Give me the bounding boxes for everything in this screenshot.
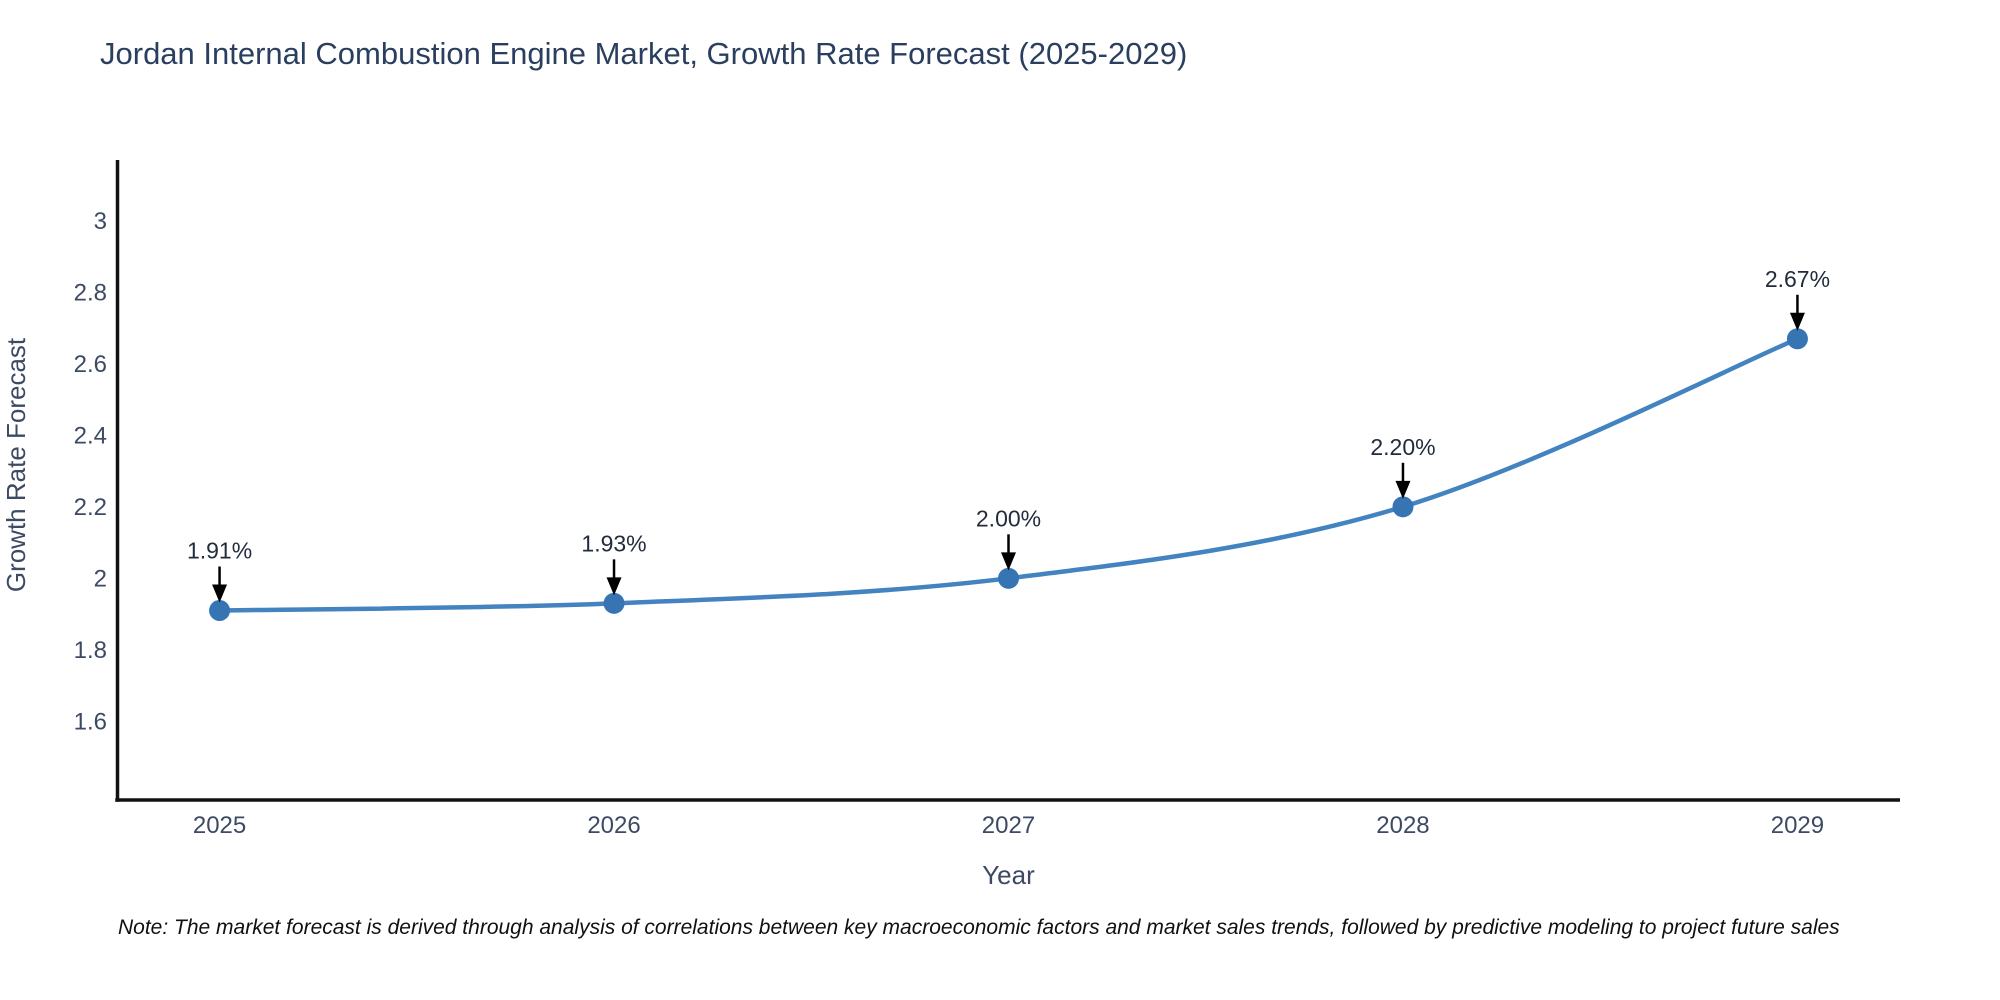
y-tick-label: 2.4	[74, 422, 107, 449]
x-tick-label: 2025	[193, 812, 246, 839]
x-tick-label: 2027	[982, 812, 1035, 839]
y-tick-label: 3	[94, 208, 107, 235]
annotation-arrowhead-icon	[1001, 552, 1016, 571]
x-tick-label: 2026	[587, 812, 640, 839]
data-point-label: 1.91%	[187, 538, 252, 564]
y-tick-label: 2	[94, 565, 107, 592]
y-axis-title: Growth Rate Forecast	[1, 337, 31, 592]
data-point-marker	[1392, 496, 1414, 518]
data-point-marker	[603, 592, 625, 614]
x-tick-label: 2028	[1376, 812, 1429, 839]
annotation-arrowhead-icon	[1789, 312, 1805, 331]
chart-title: Jordan Internal Combustion Engine Market…	[100, 36, 1188, 71]
data-point-marker	[209, 600, 231, 622]
chart-footnote: Note: The market forecast is derived thr…	[118, 916, 1840, 939]
y-tick-label: 2.2	[74, 494, 107, 521]
data-point-marker	[998, 567, 1019, 589]
y-tick-label: 2.6	[74, 351, 107, 378]
annotation-arrowhead-icon	[1395, 480, 1411, 499]
annotation-arrowhead-icon	[606, 577, 622, 596]
data-point-label: 2.00%	[976, 505, 1041, 531]
x-tick-label: 2029	[1771, 812, 1824, 839]
data-point-label: 1.93%	[581, 530, 646, 556]
x-axis-title: Year	[982, 860, 1035, 890]
data-point-label: 2.67%	[1765, 266, 1830, 292]
data-point-marker	[1786, 328, 1808, 350]
y-tick-label: 2.8	[74, 279, 107, 306]
annotation-arrowhead-icon	[212, 584, 228, 603]
y-tick-label: 1.6	[74, 708, 107, 735]
y-tick-label: 1.8	[74, 637, 107, 664]
data-point-label: 2.20%	[1370, 434, 1435, 460]
